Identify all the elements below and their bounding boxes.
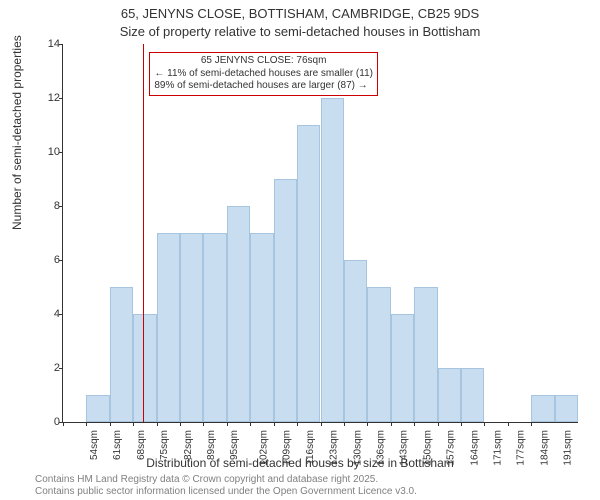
xtick-mark — [531, 422, 532, 426]
xtick-label: 123sqm — [329, 430, 340, 466]
xtick-mark — [227, 422, 228, 426]
xtick-mark — [63, 422, 64, 426]
xtick-label: 150sqm — [422, 430, 433, 466]
xtick-mark — [297, 422, 298, 426]
xtick-label: 143sqm — [399, 430, 410, 466]
histogram-bar — [297, 125, 320, 422]
xtick-label: 177sqm — [516, 430, 527, 466]
xtick-mark — [203, 422, 204, 426]
attribution-line: Contains public sector information licen… — [35, 486, 417, 498]
histogram-bar — [367, 287, 390, 422]
histogram-bar — [438, 368, 461, 422]
histogram-bar — [414, 287, 437, 422]
xtick-label: 109sqm — [282, 430, 293, 466]
y-axis-label: Number of semi-detached properties — [10, 35, 24, 230]
xtick-label: 164sqm — [469, 430, 480, 466]
annotation-line: ← 11% of semi-detached houses are smalle… — [154, 68, 373, 81]
histogram-bar — [86, 395, 109, 422]
xtick-label: 61sqm — [112, 430, 123, 460]
xtick-mark — [508, 422, 509, 426]
xtick-mark — [133, 422, 134, 426]
histogram-bar — [250, 233, 273, 422]
xtick-label: 171sqm — [493, 430, 504, 466]
ytick-label: 14 — [46, 38, 60, 50]
xtick-mark — [274, 422, 275, 426]
histogram-bar — [157, 233, 180, 422]
xtick-mark — [110, 422, 111, 426]
histogram-bar — [391, 314, 414, 422]
plot-area: 65 JENYNS CLOSE: 76sqm← 11% of semi-deta… — [62, 44, 578, 423]
ytick-label: 4 — [46, 308, 60, 320]
xtick-mark — [250, 422, 251, 426]
xtick-mark — [86, 422, 87, 426]
xtick-label: 102sqm — [258, 430, 269, 466]
xtick-mark — [414, 422, 415, 426]
ytick-label: 0 — [46, 416, 60, 428]
attribution-text: Contains HM Land Registry data © Crown c… — [35, 474, 417, 498]
xtick-mark — [180, 422, 181, 426]
histogram-bar — [555, 395, 578, 422]
histogram-bar — [227, 206, 250, 422]
xtick-mark — [484, 422, 485, 426]
marker-annotation: 65 JENYNS CLOSE: 76sqm← 11% of semi-deta… — [149, 52, 378, 96]
xtick-mark — [391, 422, 392, 426]
xtick-label: 116sqm — [305, 430, 316, 465]
histogram-bar — [180, 233, 203, 422]
xtick-label: 82sqm — [183, 430, 194, 460]
xtick-label: 136sqm — [375, 430, 386, 466]
ytick-label: 12 — [46, 92, 60, 104]
xtick-mark — [321, 422, 322, 426]
histogram-bar — [344, 260, 367, 422]
annotation-line: 89% of semi-detached houses are larger (… — [154, 80, 373, 93]
histogram-bar — [133, 314, 156, 422]
xtick-mark — [157, 422, 158, 426]
property-marker-line — [143, 44, 144, 422]
xtick-mark — [461, 422, 462, 426]
xtick-label: 191sqm — [563, 430, 574, 466]
xtick-label: 95sqm — [229, 430, 240, 460]
xtick-label: 54sqm — [89, 430, 100, 460]
xtick-label: 75sqm — [159, 430, 170, 460]
annotation-line: 65 JENYNS CLOSE: 76sqm — [154, 55, 373, 68]
histogram-bar — [461, 368, 484, 422]
histogram-bar — [110, 287, 133, 422]
xtick-label: 89sqm — [206, 430, 217, 460]
histogram-bar — [203, 233, 226, 422]
xtick-mark — [438, 422, 439, 426]
ytick-label: 8 — [46, 200, 60, 212]
xtick-mark — [367, 422, 368, 426]
chart-container: 65, JENYNS CLOSE, BOTTISHAM, CAMBRIDGE, … — [0, 0, 600, 500]
xtick-label: 68sqm — [136, 430, 147, 460]
ytick-label: 6 — [46, 254, 60, 266]
xtick-label: 184sqm — [539, 430, 550, 466]
xtick-label: 157sqm — [446, 430, 457, 466]
chart-subtitle: Size of property relative to semi-detach… — [0, 24, 600, 39]
ytick-label: 10 — [46, 146, 60, 158]
histogram-bar — [274, 179, 297, 422]
ytick-label: 2 — [46, 362, 60, 374]
histogram-bar — [321, 98, 344, 422]
chart-title: 65, JENYNS CLOSE, BOTTISHAM, CAMBRIDGE, … — [0, 6, 600, 21]
attribution-line: Contains HM Land Registry data © Crown c… — [35, 474, 417, 486]
xtick-mark — [344, 422, 345, 426]
histogram-bar — [531, 395, 554, 422]
xtick-label: 130sqm — [352, 430, 363, 466]
